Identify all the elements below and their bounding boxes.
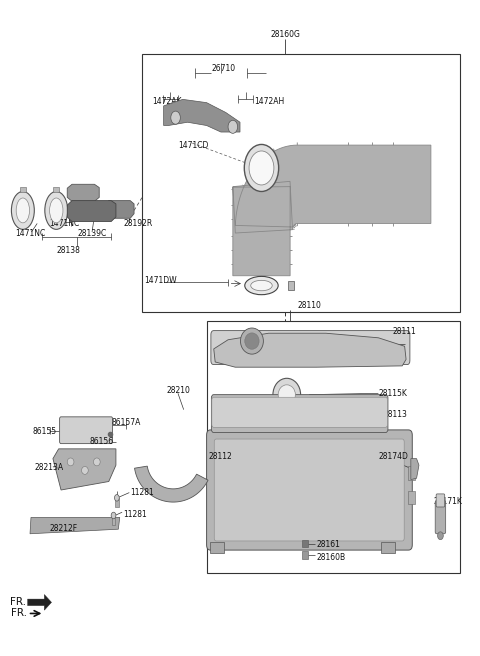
FancyBboxPatch shape bbox=[288, 281, 294, 290]
Ellipse shape bbox=[45, 192, 68, 230]
FancyBboxPatch shape bbox=[20, 187, 26, 192]
FancyBboxPatch shape bbox=[302, 551, 308, 559]
Polygon shape bbox=[105, 201, 134, 218]
Text: 28210: 28210 bbox=[166, 386, 190, 395]
Text: 11281: 11281 bbox=[123, 510, 147, 519]
Ellipse shape bbox=[240, 328, 264, 354]
Text: 28115K: 28115K bbox=[378, 389, 407, 398]
Text: 28171K: 28171K bbox=[433, 497, 462, 506]
Text: 28111: 28111 bbox=[393, 327, 417, 336]
Polygon shape bbox=[53, 449, 116, 490]
Text: 28110: 28110 bbox=[297, 300, 321, 310]
Polygon shape bbox=[411, 459, 419, 480]
Polygon shape bbox=[214, 333, 406, 367]
Text: 1471CD: 1471CD bbox=[178, 140, 208, 150]
Text: 28112: 28112 bbox=[209, 452, 233, 461]
Text: 28160B: 28160B bbox=[316, 554, 346, 562]
Ellipse shape bbox=[249, 151, 274, 185]
Text: FR.: FR. bbox=[11, 609, 27, 619]
Text: FR.: FR. bbox=[10, 598, 26, 607]
Ellipse shape bbox=[12, 192, 34, 230]
Polygon shape bbox=[28, 594, 51, 610]
Text: 28161: 28161 bbox=[316, 541, 340, 549]
Ellipse shape bbox=[94, 458, 100, 466]
Text: 1471NC: 1471NC bbox=[49, 219, 79, 228]
Polygon shape bbox=[164, 99, 240, 132]
Text: 1471NC: 1471NC bbox=[15, 229, 45, 237]
Ellipse shape bbox=[111, 512, 116, 519]
Polygon shape bbox=[67, 201, 116, 222]
Text: 86156: 86156 bbox=[90, 437, 114, 446]
Text: 28213A: 28213A bbox=[35, 462, 64, 472]
FancyBboxPatch shape bbox=[115, 499, 119, 507]
FancyBboxPatch shape bbox=[408, 466, 415, 480]
Bar bbox=[206, 321, 459, 573]
FancyBboxPatch shape bbox=[210, 542, 224, 554]
Polygon shape bbox=[67, 184, 99, 201]
Ellipse shape bbox=[49, 198, 63, 223]
FancyBboxPatch shape bbox=[60, 417, 113, 443]
Text: 1472AK: 1472AK bbox=[152, 97, 181, 106]
Text: 28212F: 28212F bbox=[49, 524, 77, 533]
Ellipse shape bbox=[438, 532, 444, 540]
Text: 86155: 86155 bbox=[33, 427, 57, 436]
Text: 1472AH: 1472AH bbox=[254, 97, 285, 106]
FancyBboxPatch shape bbox=[435, 501, 446, 534]
Text: 28113: 28113 bbox=[383, 410, 407, 419]
Ellipse shape bbox=[278, 385, 295, 405]
Ellipse shape bbox=[82, 466, 88, 474]
Polygon shape bbox=[30, 518, 120, 534]
Ellipse shape bbox=[245, 276, 278, 295]
Text: 28138: 28138 bbox=[56, 247, 80, 255]
Text: 26710: 26710 bbox=[211, 64, 236, 73]
Ellipse shape bbox=[244, 144, 279, 192]
FancyBboxPatch shape bbox=[436, 494, 445, 507]
FancyBboxPatch shape bbox=[112, 516, 116, 525]
Ellipse shape bbox=[16, 198, 30, 223]
FancyBboxPatch shape bbox=[214, 439, 404, 541]
FancyBboxPatch shape bbox=[211, 395, 388, 432]
Ellipse shape bbox=[115, 495, 119, 501]
FancyBboxPatch shape bbox=[206, 430, 412, 550]
Text: 1471DW: 1471DW bbox=[144, 276, 177, 285]
FancyBboxPatch shape bbox=[381, 542, 395, 554]
Circle shape bbox=[228, 120, 238, 133]
FancyBboxPatch shape bbox=[53, 187, 59, 192]
FancyBboxPatch shape bbox=[302, 540, 308, 548]
Text: 11281: 11281 bbox=[130, 488, 154, 497]
Bar bbox=[142, 54, 459, 312]
Text: 28174D: 28174D bbox=[378, 452, 408, 461]
Ellipse shape bbox=[251, 280, 272, 291]
Ellipse shape bbox=[67, 458, 74, 466]
FancyBboxPatch shape bbox=[211, 331, 410, 365]
Text: 28160G: 28160G bbox=[270, 30, 300, 39]
Ellipse shape bbox=[245, 333, 259, 349]
Polygon shape bbox=[134, 466, 208, 502]
Polygon shape bbox=[233, 145, 431, 276]
Text: 28192R: 28192R bbox=[123, 219, 152, 228]
Text: 86157A: 86157A bbox=[111, 418, 141, 426]
Text: 28139C: 28139C bbox=[78, 229, 107, 237]
Ellipse shape bbox=[273, 379, 300, 411]
FancyBboxPatch shape bbox=[408, 491, 415, 504]
FancyBboxPatch shape bbox=[212, 398, 387, 427]
Circle shape bbox=[171, 111, 180, 124]
